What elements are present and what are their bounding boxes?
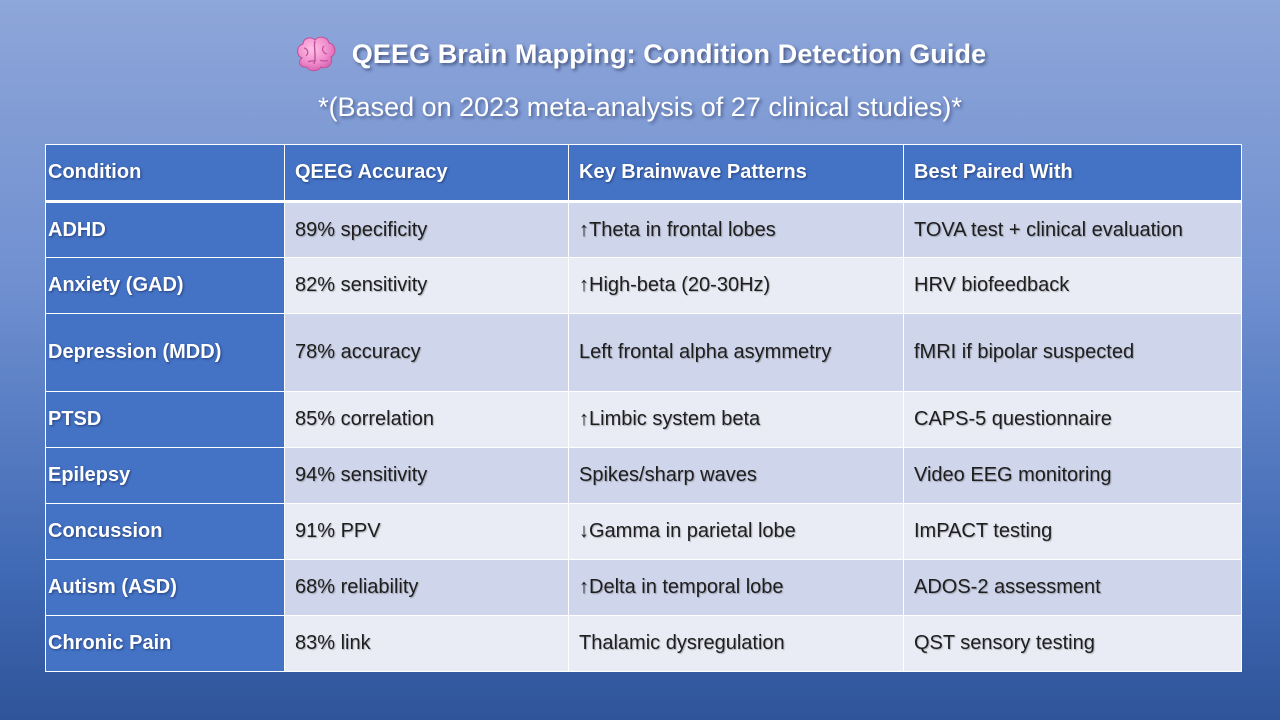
pattern-cell: ↑Delta in temporal lobe bbox=[568, 559, 904, 616]
pattern-cell: ↑High-beta (20-30Hz) bbox=[568, 257, 904, 314]
table-row: Epilepsy 94% sensitivity Spikes/sharp wa… bbox=[45, 447, 1242, 504]
table-row: Autism (ASD) 68% reliability ↑Delta in t… bbox=[45, 559, 1242, 616]
column-header-condition: Condition bbox=[45, 144, 285, 203]
condition-cell: Autism (ASD) bbox=[45, 559, 285, 616]
table-row: Depression (MDD) 78% accuracy Left front… bbox=[45, 313, 1242, 392]
accuracy-cell: 91% PPV bbox=[284, 503, 569, 560]
title-row: QEEG Brain Mapping: Condition Detection … bbox=[0, 28, 1280, 80]
paired-cell: TOVA test + clinical evaluation bbox=[903, 201, 1242, 258]
accuracy-cell: 68% reliability bbox=[284, 559, 569, 616]
condition-cell: Epilepsy bbox=[45, 447, 285, 504]
paired-cell: CAPS-5 questionnaire bbox=[903, 391, 1242, 448]
condition-table: Condition QEEG Accuracy Key Brainwave Pa… bbox=[45, 144, 1242, 672]
accuracy-cell: 94% sensitivity bbox=[284, 447, 569, 504]
column-header-accuracy: QEEG Accuracy bbox=[284, 144, 569, 203]
paired-cell: QST sensory testing bbox=[903, 615, 1242, 672]
condition-cell: PTSD bbox=[45, 391, 285, 448]
condition-cell: Concussion bbox=[45, 503, 285, 560]
table-row: Chronic Pain 83% link Thalamic dysregula… bbox=[45, 615, 1242, 672]
table-row: PTSD 85% correlation ↑Limbic system beta… bbox=[45, 391, 1242, 448]
table-row: Concussion 91% PPV ↓Gamma in parietal lo… bbox=[45, 503, 1242, 560]
table-row: ADHD 89% specificity ↑Theta in frontal l… bbox=[45, 201, 1242, 258]
accuracy-cell: 78% accuracy bbox=[284, 313, 569, 392]
paired-cell: ImPACT testing bbox=[903, 503, 1242, 560]
pattern-cell: Left frontal alpha asymmetry bbox=[568, 313, 904, 392]
paired-cell: HRV biofeedback bbox=[903, 257, 1242, 314]
column-header-paired: Best Paired With bbox=[903, 144, 1242, 203]
pattern-cell: ↑Limbic system beta bbox=[568, 391, 904, 448]
paired-cell: Video EEG monitoring bbox=[903, 447, 1242, 504]
page-title: QEEG Brain Mapping: Condition Detection … bbox=[351, 38, 987, 69]
page-subtitle: *(Based on 2023 meta-analysis of 27 clin… bbox=[318, 92, 962, 122]
accuracy-cell: 83% link bbox=[284, 615, 569, 672]
accuracy-cell: 85% correlation bbox=[284, 391, 569, 448]
paired-cell: fMRI if bipolar suspected bbox=[903, 313, 1242, 392]
condition-cell: Anxiety (GAD) bbox=[45, 257, 285, 314]
column-header-patterns: Key Brainwave Patterns bbox=[568, 144, 904, 203]
condition-cell: ADHD bbox=[45, 201, 285, 258]
pattern-cell: Thalamic dysregulation bbox=[568, 615, 904, 672]
pattern-cell: Spikes/sharp waves bbox=[568, 447, 904, 504]
condition-cell: Depression (MDD) bbox=[45, 313, 285, 392]
pattern-cell: ↑Theta in frontal lobes bbox=[568, 201, 904, 258]
table-row: Anxiety (GAD) 82% sensitivity ↑High-beta… bbox=[45, 257, 1242, 314]
accuracy-cell: 82% sensitivity bbox=[284, 257, 569, 314]
accuracy-cell: 89% specificity bbox=[284, 201, 569, 258]
table-header-row: Condition QEEG Accuracy Key Brainwave Pa… bbox=[45, 144, 1242, 203]
brain-icon bbox=[294, 34, 338, 74]
paired-cell: ADOS-2 assessment bbox=[903, 559, 1242, 616]
pattern-cell: ↓Gamma in parietal lobe bbox=[568, 503, 904, 560]
condition-cell: Chronic Pain bbox=[45, 615, 285, 672]
